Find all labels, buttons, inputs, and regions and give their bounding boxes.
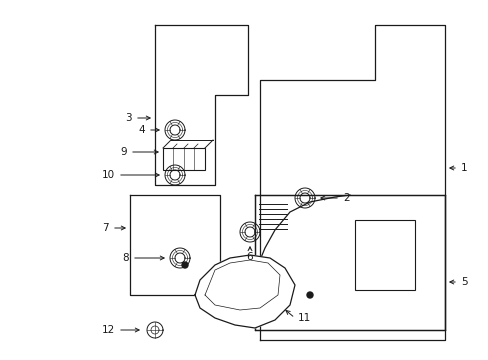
- Text: 10: 10: [102, 170, 115, 180]
- Polygon shape: [155, 25, 247, 185]
- Text: 2: 2: [342, 193, 349, 203]
- Text: 4: 4: [138, 125, 145, 135]
- Text: 12: 12: [102, 325, 115, 335]
- Polygon shape: [195, 255, 294, 328]
- Circle shape: [182, 262, 187, 268]
- Bar: [163, 148, 204, 170]
- Polygon shape: [260, 25, 444, 340]
- Polygon shape: [130, 195, 220, 295]
- Text: 6: 6: [246, 252, 253, 262]
- Circle shape: [306, 292, 312, 298]
- Polygon shape: [254, 198, 311, 330]
- Text: 5: 5: [460, 277, 467, 287]
- Polygon shape: [254, 195, 444, 330]
- Text: 3: 3: [125, 113, 132, 123]
- Text: 7: 7: [102, 223, 109, 233]
- Text: 8: 8: [122, 253, 129, 263]
- Text: 9: 9: [120, 147, 127, 157]
- Text: 11: 11: [297, 313, 311, 323]
- Text: 1: 1: [460, 163, 467, 173]
- Bar: [354, 220, 414, 290]
